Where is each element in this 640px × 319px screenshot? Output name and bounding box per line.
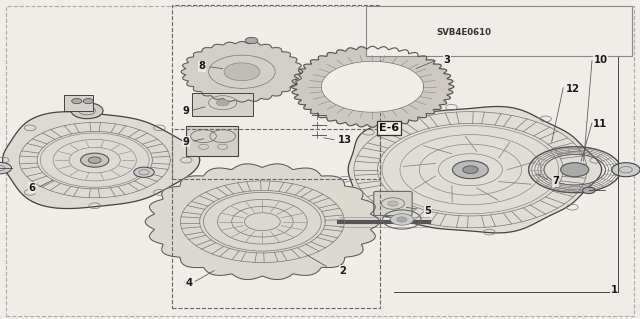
Circle shape	[224, 63, 260, 81]
Text: E-6: E-6	[379, 123, 399, 133]
Circle shape	[390, 214, 413, 225]
Text: 9: 9	[182, 106, 189, 116]
Text: 10: 10	[593, 55, 607, 65]
Text: 9: 9	[182, 137, 189, 147]
Text: 8: 8	[198, 61, 205, 71]
Bar	[172, 5, 380, 179]
Text: 3: 3	[444, 55, 450, 65]
Text: 5: 5	[424, 206, 431, 216]
Circle shape	[397, 217, 407, 222]
Circle shape	[134, 167, 154, 177]
Text: 12: 12	[566, 84, 580, 94]
Text: 13: 13	[337, 135, 351, 145]
Text: 11: 11	[593, 119, 607, 129]
Text: 4: 4	[185, 278, 193, 288]
Bar	[186, 126, 238, 156]
Bar	[366, 6, 632, 56]
Polygon shape	[321, 61, 424, 112]
Circle shape	[72, 99, 82, 104]
Circle shape	[561, 163, 589, 177]
Circle shape	[83, 99, 93, 104]
Circle shape	[612, 163, 640, 177]
Bar	[192, 93, 253, 116]
FancyBboxPatch shape	[374, 191, 412, 216]
Polygon shape	[291, 46, 454, 127]
Polygon shape	[3, 112, 200, 209]
Text: SVB4E0610: SVB4E0610	[436, 28, 492, 37]
Text: 6: 6	[29, 182, 35, 193]
Circle shape	[463, 166, 478, 174]
Bar	[64, 95, 93, 111]
Text: 7: 7	[552, 176, 559, 186]
Text: 1: 1	[611, 285, 618, 295]
Circle shape	[71, 103, 103, 119]
Circle shape	[245, 37, 258, 44]
Circle shape	[452, 161, 488, 179]
Circle shape	[388, 201, 398, 206]
Polygon shape	[348, 107, 602, 233]
Text: 2: 2	[340, 265, 346, 276]
Circle shape	[0, 162, 12, 174]
Circle shape	[88, 157, 101, 163]
Circle shape	[81, 153, 109, 167]
Circle shape	[216, 100, 229, 106]
Polygon shape	[145, 164, 380, 279]
Circle shape	[582, 187, 595, 194]
Polygon shape	[181, 41, 303, 102]
Bar	[172, 129, 380, 308]
